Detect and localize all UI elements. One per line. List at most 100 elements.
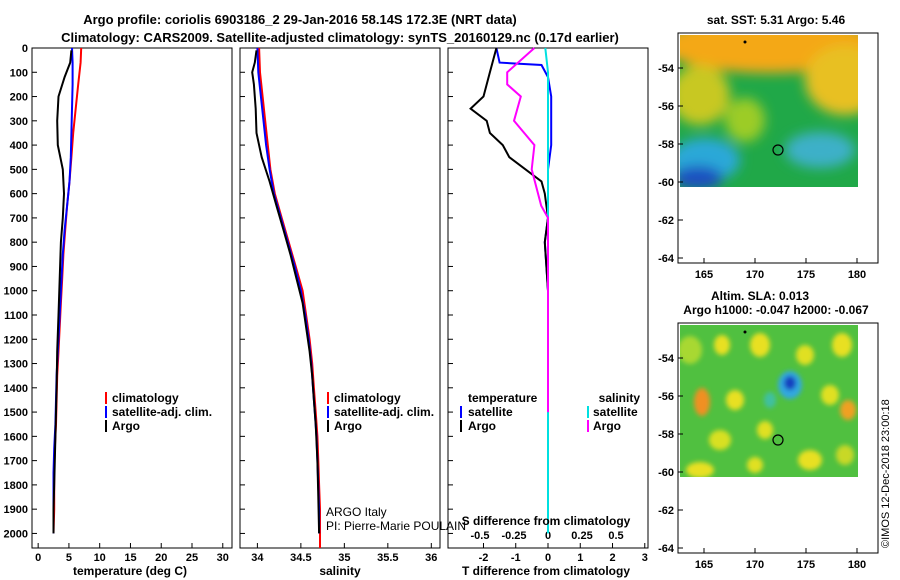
sst-dark-blue-sw [680,166,723,187]
x-tick-label: 5 [66,552,72,564]
temperature-xlabel: temperature (deg C) [73,564,187,578]
sla-map-title1: Altim. SLA: 0.013 [711,289,809,303]
depth-tick-label: 400 [10,140,28,152]
legend-label-s-argo: Argo [593,419,621,433]
lat-tick-label: -54 [658,63,675,75]
legend-label-argo: Argo [334,419,362,433]
depth-tick-label: 900 [10,261,28,273]
operator-annotation: ARGO Italy [326,505,387,519]
salinity-series [251,47,321,548]
lat-tick-label: -64 [658,253,675,265]
depth-tick-label: 800 [10,237,28,249]
lon-tick-label: 170 [746,269,764,281]
sst-map-axis: -54 -56 -58 -60 -62 -64 165 170 175 180 [658,63,866,281]
x-tick-label: 15 [124,552,136,564]
figure-title-line1: Argo profile: coriolis 6903186_2 29-Jan-… [83,12,517,27]
sla-blob [836,445,854,465]
lon-tick-label: 175 [797,269,815,281]
difference-axis: -2 -1 0 1 2 3 [479,543,648,564]
sst-yellow-band [725,98,765,142]
depth-tick-label: 1200 [4,334,28,346]
legend-title-temperature: temperature [468,391,538,405]
lat-tick-label: -60 [658,467,674,479]
series-s-argo [506,47,549,413]
x-tick-label: -1 [511,552,521,564]
difference-legend-salinity: salinity satellite Argo [587,391,641,433]
sst-dot [743,40,747,44]
lat-tick-label: -62 [658,505,674,517]
legend-label-satellite-adj: satellite-adj. clim. [334,405,434,419]
legend-label-climatology: climatology [334,391,401,405]
sla-blob [757,421,773,439]
sla-blob [840,400,856,420]
depth-tick-label: 2000 [4,528,28,540]
sla-blob [750,333,770,357]
sla-blob [796,345,814,365]
sst-warm-ne [805,45,858,115]
depth-tick-label: 100 [10,67,28,79]
x-tick-label: 1 [577,552,583,564]
sst-yellow-west [680,65,730,125]
sla-blob [832,333,852,357]
sla-blob [821,385,839,405]
salinity-panel-frame [239,47,441,549]
sla-float-marker [772,434,784,446]
top-tick-label: 0 [545,530,551,542]
legend-label-satellite-adj: satellite-adj. clim. [112,405,212,419]
legend-label-t-argo: Argo [468,419,496,433]
depth-tick-label: 1100 [4,310,28,322]
sla-map-field [680,325,858,477]
temperature-axis: 0 5 10 15 20 25 30 [35,543,229,564]
x-tick-label: 3 [642,552,648,564]
lon-tick-label: 165 [695,269,713,281]
lat-tick-label: -58 [658,139,674,151]
difference-legend-temperature: temperature satellite Argo [460,391,538,433]
difference-top-xlabel: S difference from climatology [462,514,631,528]
sla-blob [680,336,702,364]
lat-tick-label: -64 [658,543,675,555]
temperature-series [52,47,83,534]
temperature-panel-frame [31,47,233,549]
sla-map-title2: Argo h1000: -0.047 h2000: -0.067 [683,303,869,317]
sst-map-field [680,35,858,187]
x-tick-label: 25 [186,552,198,564]
depth-tick-label: 300 [10,116,28,128]
series-t-satellite [495,47,553,485]
difference-series [469,47,553,534]
legend-title-salinity: salinity [599,391,641,405]
salinity-legend: climatology satellite-adj. clim. Argo [327,391,434,433]
sla-blob [784,376,796,390]
sla-blob [686,462,714,477]
depth-tick-label: 200 [10,92,28,104]
sla-blob [694,388,710,416]
depth-tick-label: 700 [10,213,28,225]
imos-credit: ©IMOS 12-Dec-2018 23:00:18 [880,399,892,548]
lon-tick-label: 175 [797,559,815,571]
x-tick-label: 0 [35,552,41,564]
depth-tick-label: 0 [22,43,28,55]
depth-tick-label: 1000 [4,286,28,298]
lat-tick-label: -56 [658,101,674,113]
lat-tick-label: -54 [658,353,675,365]
series-argo [251,50,321,534]
lat-tick-label: -58 [658,429,674,441]
depth-tick-label: 1600 [4,431,28,443]
depth-tick-label: 500 [10,164,28,176]
depth-tick-label: 1900 [4,504,28,516]
series-argo [52,50,73,534]
sla-map-frame [677,322,879,554]
sla-blob [714,335,730,355]
x-tick-label: 30 [217,552,229,564]
lon-tick-label: 180 [848,269,866,281]
x-tick-label: 34 [251,552,264,564]
depth-tick-label: 1800 [4,480,28,492]
difference-xlabel: T difference from climatology [462,564,630,578]
legend-label-t-satellite: satellite [468,405,513,419]
pi-annotation: PI: Pierre-Marie POULAIN [326,519,466,533]
x-tick-label: 0 [545,552,551,564]
top-tick-label: -0.5 [471,530,490,542]
x-tick-label: 10 [94,552,106,564]
x-tick-label: 35.5 [377,552,398,564]
x-tick-label: 35 [338,552,350,564]
